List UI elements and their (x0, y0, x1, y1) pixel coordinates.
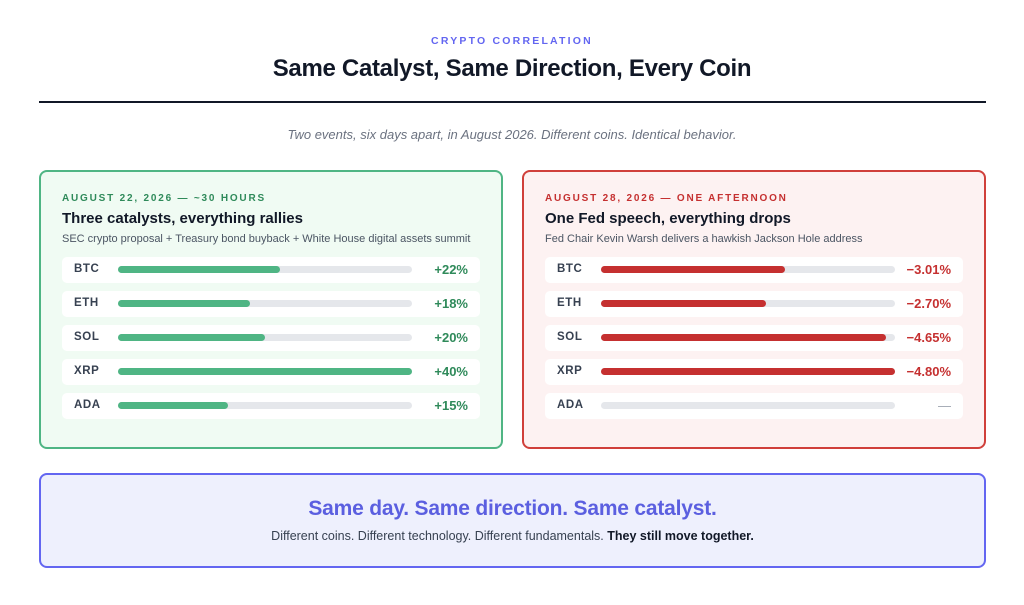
bar-row: BTC −3.01% (545, 257, 963, 283)
rally-date-label: AUGUST 22, 2026 — ~30 HOURS (62, 193, 266, 204)
rally-bar-chart: BTC +22% ETH +18% SOL +20% XRP +40% ADA +15% (62, 257, 480, 419)
bar-category-label: BTC (557, 263, 583, 275)
bar-category-label: ADA (74, 399, 101, 411)
bar (118, 368, 412, 375)
bar-row: BTC +22% (62, 257, 480, 283)
bar-track (601, 334, 895, 341)
bar-value-label: +15% (434, 398, 468, 413)
bar-category-label: SOL (74, 331, 100, 343)
bar (118, 266, 280, 273)
bar-row: SOL −4.65% (545, 325, 963, 351)
bar-row: XRP +40% (62, 359, 480, 385)
bar (601, 300, 767, 307)
rally-chart-subtitle: SEC crypto proposal + Treasury bond buyb… (62, 233, 471, 245)
bar (601, 266, 786, 273)
bar-row: SOL +20% (62, 325, 480, 351)
bar-value-label: −2.70% (906, 296, 951, 311)
title-divider (39, 101, 986, 103)
bar-category-label: ADA (557, 399, 584, 411)
bar-row: ADA +15% (62, 393, 480, 419)
bar (601, 368, 895, 375)
takeaway-body: Different coins. Different technology. D… (41, 529, 984, 543)
bar-track (601, 300, 895, 307)
bar-track (601, 266, 895, 273)
bar-row: ETH +18% (62, 291, 480, 317)
bar-track (601, 368, 895, 375)
eyebrow-label: CRYPTO CORRELATION (431, 35, 593, 47)
page-title: Same Catalyst, Same Direction, Every Coi… (272, 55, 752, 82)
bar (118, 334, 265, 341)
bar (601, 334, 886, 341)
bar-track (118, 402, 412, 409)
rally-chart-title: Three catalysts, everything rallies (62, 210, 303, 227)
bar-track (118, 334, 412, 341)
takeaway-box: Same day. Same direction. Same catalyst.… (39, 473, 986, 568)
takeaway-body-emphasis: They still move together. (607, 529, 754, 543)
drop-date-label: AUGUST 28, 2026 — ONE AFTERNOON (545, 193, 788, 204)
rally-panel: AUGUST 22, 2026 — ~30 HOURS Three cataly… (39, 170, 503, 449)
bar (118, 300, 251, 307)
drop-chart-subtitle: Fed Chair Kevin Warsh delivers a hawkish… (545, 233, 863, 245)
bar-category-label: XRP (74, 365, 100, 377)
bar-row: XRP −4.80% (545, 359, 963, 385)
bar-category-label: ETH (557, 297, 582, 309)
bar-category-label: BTC (74, 263, 100, 275)
bar-track (118, 368, 412, 375)
drop-chart-title: One Fed speech, everything drops (545, 210, 791, 227)
bar-value-label: +40% (434, 364, 468, 379)
bar-value-label: −4.65% (906, 330, 951, 345)
drop-panel: AUGUST 28, 2026 — ONE AFTERNOON One Fed … (522, 170, 986, 449)
bar-value-label: +22% (434, 262, 468, 277)
bar-value-label: −4.80% (906, 364, 951, 379)
bar-value-label: +20% (434, 330, 468, 345)
bar-track (118, 266, 412, 273)
bar-category-label: XRP (557, 365, 583, 377)
bar-track (601, 402, 895, 409)
bar-value-label: — (938, 398, 951, 413)
bar-value-label: +18% (434, 296, 468, 311)
bar-category-label: SOL (557, 331, 583, 343)
bar-value-label: −3.01% (906, 262, 951, 277)
bar-category-label: ETH (74, 297, 99, 309)
bar (118, 402, 229, 409)
page-subtitle: Two events, six days apart, in August 20… (287, 127, 737, 142)
drop-bar-chart: BTC −3.01% ETH −2.70% SOL −4.65% XRP −4.80% ADA — (545, 257, 963, 419)
takeaway-body-text: Different coins. Different technology. D… (271, 529, 608, 543)
bar-track (118, 300, 412, 307)
takeaway-headline: Same day. Same direction. Same catalyst. (308, 497, 717, 520)
bar-row: ETH −2.70% (545, 291, 963, 317)
bar-row: ADA — (545, 393, 963, 419)
